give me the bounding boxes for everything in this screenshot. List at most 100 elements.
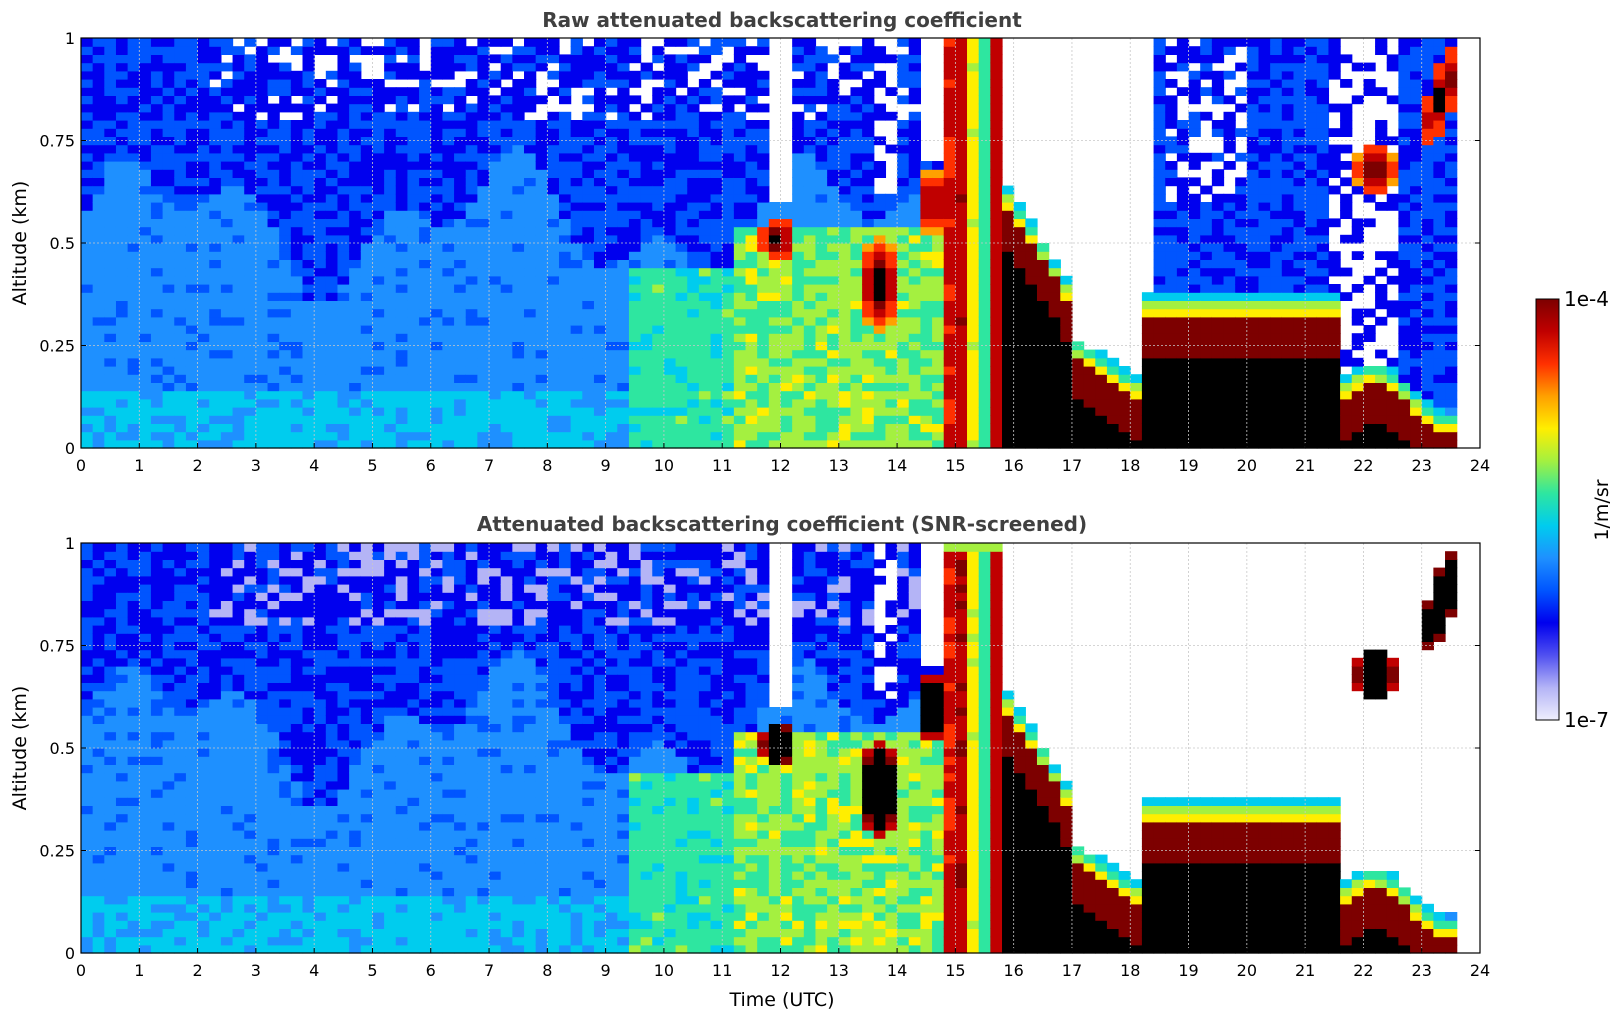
heatmap-cell xyxy=(465,226,478,236)
heatmap-cell xyxy=(1386,136,1399,146)
heatmap-cell xyxy=(279,234,292,244)
heatmap-cell xyxy=(1013,431,1026,441)
heatmap-cell xyxy=(1281,431,1295,441)
heatmap-cell xyxy=(1025,423,1038,433)
heatmap-cell xyxy=(220,439,234,449)
heatmap-cell xyxy=(465,382,478,392)
heatmap-cell xyxy=(803,218,817,228)
heatmap-cell xyxy=(967,95,980,105)
heatmap-cell xyxy=(780,275,793,285)
heatmap-cell xyxy=(1281,366,1295,375)
heatmap-cell xyxy=(1095,398,1108,408)
heatmap-cell xyxy=(1071,398,1085,408)
heatmap-cell xyxy=(558,144,572,154)
heatmap-cell xyxy=(489,341,502,351)
heatmap-cell xyxy=(360,226,374,236)
heatmap-cell xyxy=(838,300,852,310)
heatmap-cell xyxy=(1223,95,1236,105)
heatmap-cell xyxy=(780,308,793,318)
heatmap-cell xyxy=(1235,103,1248,113)
heatmap-cell xyxy=(197,218,210,228)
heatmap-cell xyxy=(232,284,245,293)
heatmap-cell xyxy=(442,169,455,178)
heatmap-cell xyxy=(220,128,234,137)
heatmap-cell xyxy=(827,185,840,195)
heatmap-cell xyxy=(104,316,117,326)
heatmap-cell xyxy=(302,284,315,293)
heatmap-cell xyxy=(932,226,945,236)
heatmap-cell xyxy=(570,349,583,359)
heatmap-cell xyxy=(593,259,607,269)
heatmap-cell xyxy=(698,374,712,383)
heatmap-cell xyxy=(862,267,875,277)
heatmap-cell xyxy=(687,349,700,359)
heatmap-cell xyxy=(1002,202,1015,211)
heatmap-cell xyxy=(337,79,350,88)
heatmap-cell xyxy=(792,54,805,64)
heatmap-cell xyxy=(932,300,945,310)
heatmap-cell xyxy=(1363,308,1376,318)
heatmap-cell xyxy=(302,111,315,121)
heatmap-cell xyxy=(512,120,525,129)
heatmap-cell xyxy=(139,423,152,433)
heatmap-cell xyxy=(197,128,210,137)
heatmap-cell xyxy=(768,251,782,260)
heatmap-cell xyxy=(1398,423,1411,433)
heatmap-cell xyxy=(733,120,747,129)
heatmap-cell xyxy=(430,439,444,449)
heatmap-cell xyxy=(897,300,910,310)
heatmap-cell xyxy=(1200,431,1213,441)
heatmap-cell xyxy=(465,62,478,72)
heatmap-cell xyxy=(197,366,210,375)
heatmap-cell xyxy=(710,398,723,408)
heatmap-cell xyxy=(1316,161,1330,170)
heatmap-cell xyxy=(1281,128,1295,137)
heatmap-cell xyxy=(279,210,292,219)
heatmap-cell xyxy=(267,415,280,424)
heatmap-cell xyxy=(465,390,478,400)
heatmap-cell xyxy=(920,415,933,424)
heatmap-cell xyxy=(290,79,304,88)
heatmap-cell xyxy=(454,415,467,424)
heatmap-cell xyxy=(990,439,1003,449)
heatmap-cell xyxy=(675,316,688,326)
heatmap-cell xyxy=(477,87,490,96)
heatmap-cell xyxy=(605,357,618,367)
heatmap-cell xyxy=(1153,275,1166,285)
heatmap-cell xyxy=(862,210,875,219)
heatmap-cell xyxy=(267,226,280,236)
heatmap-cell xyxy=(722,185,735,195)
heatmap-cell xyxy=(967,439,980,449)
heatmap-cell xyxy=(1398,136,1411,146)
heatmap-cell xyxy=(547,234,560,244)
heatmap-cell xyxy=(955,259,968,269)
heatmap-cell xyxy=(489,251,502,260)
heatmap-cell xyxy=(197,431,210,441)
heatmap-cell xyxy=(349,177,362,187)
heatmap-cell xyxy=(803,193,817,203)
heatmap-cell xyxy=(1083,423,1096,433)
heatmap-cell xyxy=(512,259,525,269)
heatmap-cell xyxy=(722,284,735,293)
heatmap-cell xyxy=(174,103,187,113)
heatmap-cell xyxy=(1340,398,1353,408)
heatmap-cell xyxy=(1410,62,1423,72)
heatmap-cell xyxy=(174,431,187,441)
heatmap-cell xyxy=(955,46,968,55)
heatmap-cell xyxy=(290,87,304,96)
heatmap-cell xyxy=(547,70,560,80)
heatmap-cell xyxy=(745,275,758,285)
heatmap-cell xyxy=(733,308,747,318)
heatmap-cell xyxy=(757,161,770,170)
heatmap-cell xyxy=(955,275,968,285)
heatmap-cell xyxy=(372,275,385,285)
heatmap-cell xyxy=(1270,259,1283,269)
heatmap-cell xyxy=(698,79,712,88)
heatmap-cell xyxy=(1165,341,1178,351)
heatmap-cell xyxy=(395,169,409,178)
heatmap-cell xyxy=(722,136,735,146)
heatmap-cell xyxy=(932,169,945,178)
heatmap-cell xyxy=(617,300,630,310)
heatmap-cell xyxy=(1002,259,1015,269)
